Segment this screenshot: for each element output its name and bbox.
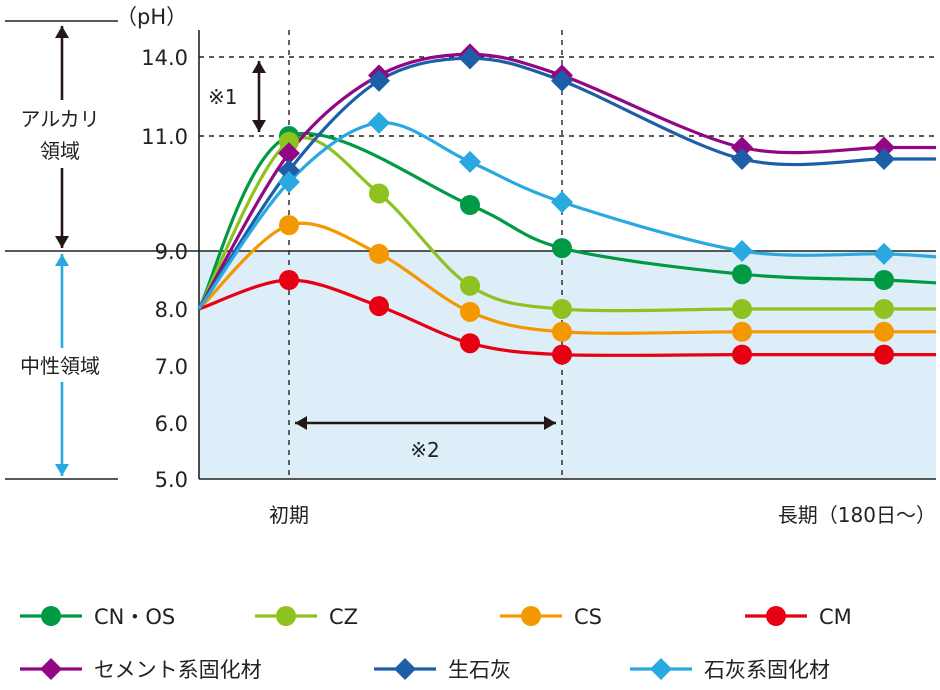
note2-arrow-head	[295, 416, 307, 430]
data-point	[459, 47, 481, 70]
data-point	[551, 191, 573, 214]
data-point	[369, 183, 389, 204]
y-tick-label: 14.0	[141, 46, 188, 70]
data-point	[551, 69, 573, 92]
alkaline-range-arrow-head	[55, 236, 69, 248]
neutral-range-arrow-head	[55, 254, 69, 266]
data-point	[279, 215, 299, 236]
neutral-label-bg	[4, 348, 118, 382]
y-tick-label: 7.0	[155, 355, 188, 379]
legend-item: CS	[500, 605, 602, 629]
data-point	[278, 171, 300, 193]
note2-arrow-head	[544, 416, 556, 430]
data-point	[874, 270, 894, 290]
series-line	[198, 278, 936, 358]
data-point	[278, 159, 300, 182]
note1-arrow-head	[252, 61, 266, 73]
data-point	[460, 301, 480, 322]
x-label-initial: 初期	[269, 503, 309, 527]
legend-item: CN・OS	[20, 605, 175, 629]
legend-label: 生石灰	[448, 658, 511, 682]
neutral-region-label: 中性領域	[20, 354, 100, 378]
data-point	[552, 321, 572, 342]
data-point	[552, 344, 572, 365]
data-point	[459, 150, 481, 173]
y-tick-label: 6.0	[155, 412, 188, 436]
alkaline-region-label: 領域	[40, 139, 80, 163]
data-point	[731, 240, 753, 262]
data-point	[368, 111, 390, 134]
legend-label: CN・OS	[94, 605, 175, 629]
data-point	[873, 148, 895, 170]
note1-arrow-head	[252, 120, 266, 132]
legend-marker	[41, 606, 61, 626]
x-label-long-term: 長期（180日～）	[778, 503, 936, 527]
data-point	[732, 321, 752, 342]
legend-item: セメント系固化材	[20, 658, 262, 682]
data-point	[368, 69, 390, 92]
legend-label: CS	[574, 605, 602, 629]
legend-marker	[394, 658, 416, 680]
legend-item: 生石灰	[374, 658, 511, 682]
series-line	[197, 131, 937, 310]
legend-label: セメント系固化材	[94, 658, 262, 682]
y-unit-label: （pH）	[116, 5, 187, 29]
legend-label: CZ	[329, 605, 358, 629]
data-point	[732, 299, 752, 319]
legend-marker	[40, 658, 62, 680]
data-point	[873, 136, 895, 159]
data-point	[278, 142, 300, 165]
y-tick-label: 5.0	[155, 468, 188, 492]
legend-marker	[276, 606, 296, 626]
legend-marker	[650, 658, 672, 680]
data-point	[873, 242, 895, 265]
data-point	[732, 264, 752, 285]
neutral-region-bg	[199, 251, 936, 479]
data-point	[369, 296, 389, 317]
alkaline-range-arrow-head	[55, 26, 69, 38]
legend-label: 石灰系固化材	[704, 658, 830, 682]
data-point	[874, 299, 894, 319]
alkaline-region-label: アルカリ	[20, 107, 99, 131]
y-tick-label: 8.0	[155, 298, 188, 322]
legend-marker	[521, 606, 541, 626]
legend-item: CZ	[255, 605, 358, 629]
neutral-range-arrow-head	[55, 464, 69, 476]
alkaline-label-bg	[4, 100, 118, 168]
note1-label: ※1	[208, 85, 237, 109]
data-point	[874, 344, 894, 365]
data-point	[279, 270, 299, 290]
data-point	[279, 131, 299, 152]
data-point	[460, 333, 480, 354]
note2-label: ※2	[410, 438, 439, 462]
data-point	[460, 195, 480, 215]
data-point	[874, 321, 894, 342]
data-point	[731, 136, 753, 159]
data-point	[460, 275, 480, 296]
data-point	[369, 243, 389, 264]
legend-marker	[766, 606, 786, 626]
data-point	[552, 299, 572, 319]
y-tick-label: 9.0	[155, 240, 188, 264]
data-point	[731, 148, 753, 170]
data-point	[732, 344, 752, 365]
y-tick-label: 11.0	[141, 125, 188, 149]
legend-label: CM	[819, 605, 852, 629]
legend-item: 石灰系固化材	[630, 658, 830, 682]
data-point	[552, 238, 572, 259]
legend-item: CM	[745, 605, 852, 629]
